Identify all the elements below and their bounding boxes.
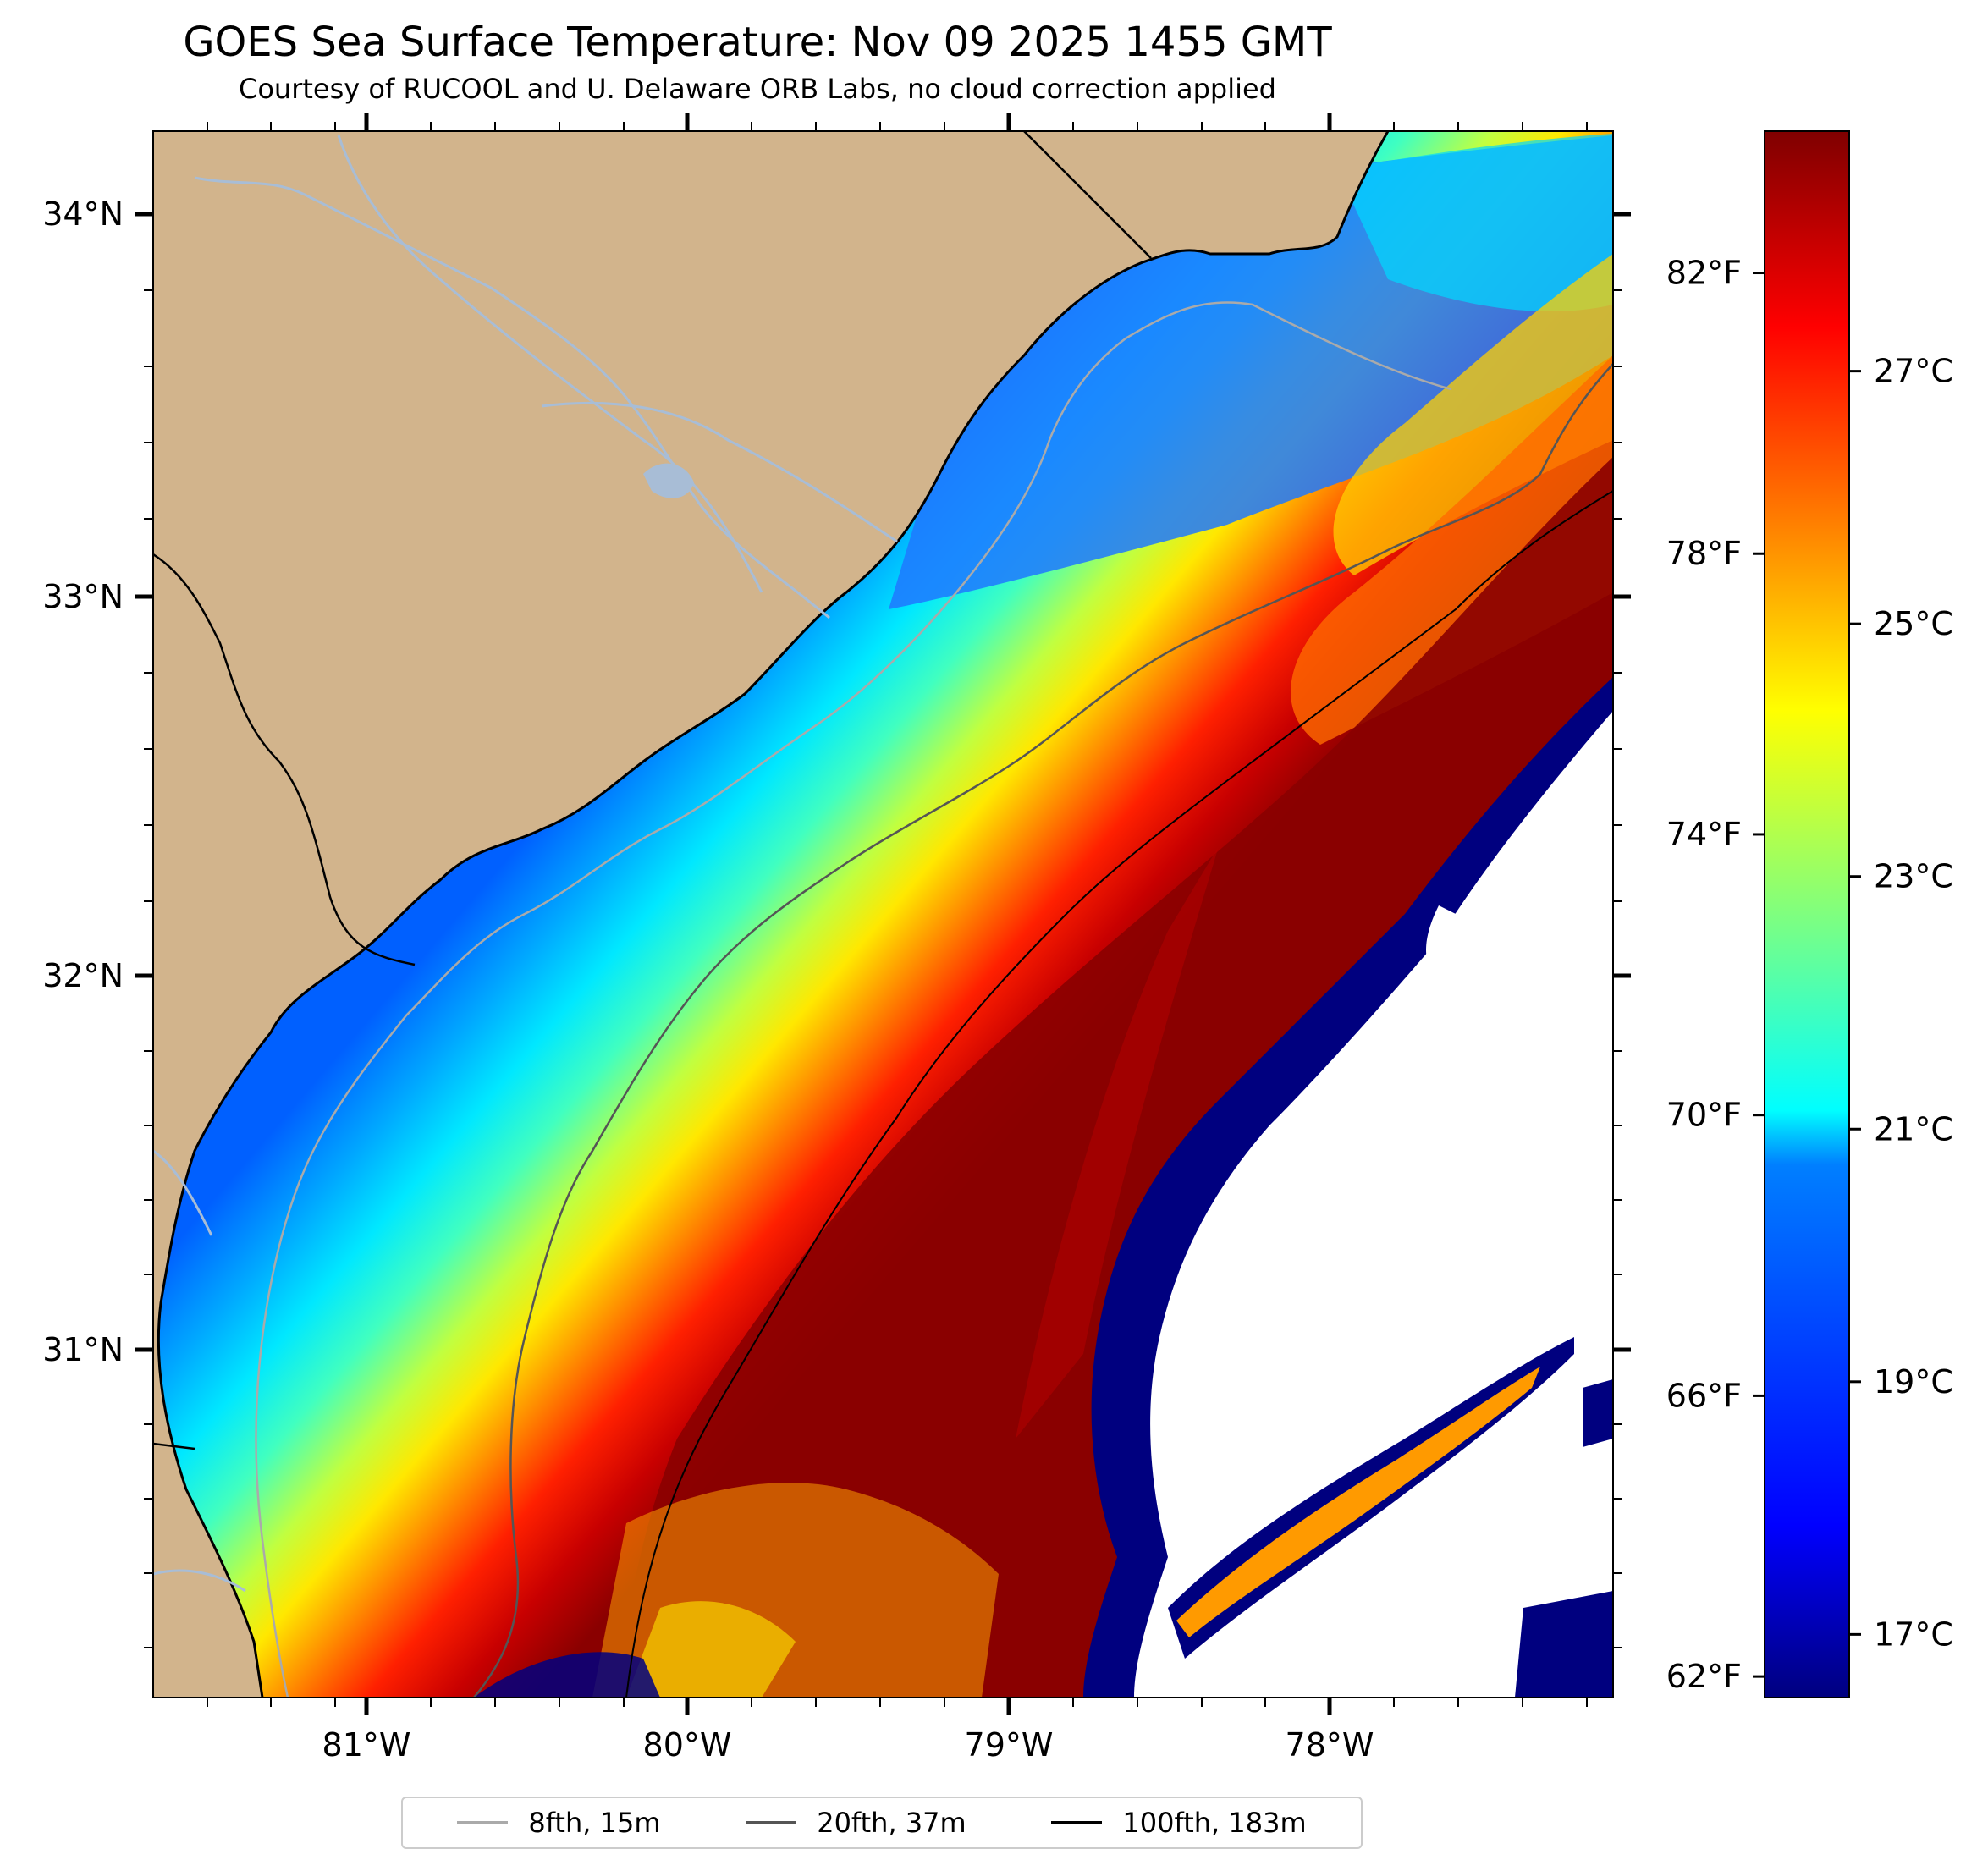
no-data-area: [1134, 711, 1613, 1698]
cold-patch-east: [1583, 1379, 1613, 1447]
contour-20fth: [473, 363, 1613, 1698]
orange-north-water: [1291, 355, 1613, 745]
colorbar-label-f: 70°F: [1666, 1097, 1742, 1134]
state-border-ga-sc: [153, 553, 416, 966]
no-data-hole: [1426, 905, 1459, 982]
colorbar-label-c: 17°C: [1874, 1615, 1953, 1653]
yellow-north-water: [1333, 254, 1613, 575]
coastline: [157, 131, 1390, 1698]
colorbar: [1764, 130, 1850, 1698]
colorbar-label-c: 21°C: [1874, 1110, 1953, 1147]
contour-8fth: [255, 301, 1452, 1698]
river: [153, 1569, 246, 1593]
cold-patch-se: [1515, 1591, 1613, 1698]
colorbar-label-f: 66°F: [1666, 1377, 1742, 1414]
lat-label-34: 34°N: [42, 195, 124, 233]
colorbar-label-f: 74°F: [1666, 816, 1742, 853]
legend-item-100fth: 100fth, 183m: [1051, 1807, 1307, 1839]
cloud-streak-orange: [1176, 1367, 1540, 1637]
lat-label-33: 33°N: [42, 578, 124, 615]
colorbar-label-c: 25°C: [1874, 605, 1953, 642]
legend-item-20fth: 20fth, 37m: [746, 1807, 966, 1839]
map-subtitle: Courtesy of RUCOOL and U. Delaware ORB L…: [239, 73, 1276, 105]
lon-label-78: 78°W: [1286, 1726, 1374, 1764]
land-mass: [153, 131, 1388, 1698]
legend-item-8fth: 8fth, 15m: [457, 1807, 660, 1839]
legend-label-8fth: 8fth, 15m: [528, 1807, 661, 1839]
lon-label-80: 80°W: [643, 1726, 732, 1764]
lon-label-79: 79°W: [965, 1726, 1054, 1764]
cyan-north-water: [1337, 134, 1613, 312]
river: [337, 135, 763, 593]
map-area: [153, 131, 1613, 1698]
lat-ticks: [135, 212, 1631, 1352]
lon-labels: 81°W 80°W 79°W 78°W: [322, 1726, 1374, 1764]
eddy-yellow-south: [626, 1601, 796, 1698]
legend-label-20fth: 20fth, 37m: [817, 1807, 966, 1839]
river: [153, 1149, 213, 1236]
lat-labels: 34°N 33°N 32°N 31°N: [42, 195, 124, 1368]
lon-ticks: [364, 113, 1332, 1715]
colorbar-label-c: 19°C: [1874, 1363, 1953, 1400]
colorbar-label-f: 78°F: [1666, 535, 1742, 572]
colorbar-label-f: 62°F: [1666, 1658, 1742, 1695]
lat-label-31: 31°N: [42, 1331, 124, 1368]
river: [541, 401, 898, 543]
cold-patch-south: [474, 1652, 660, 1698]
lat-label-32: 32°N: [42, 957, 124, 994]
colorbar-label-c: 23°C: [1874, 858, 1953, 895]
minor-ticks: [144, 122, 1622, 1707]
colorbar-label-f: 82°F: [1666, 255, 1742, 292]
contour-legend: 8fth, 15m 20fth, 37m 100fth, 183m: [401, 1797, 1363, 1849]
state-border-nc-sc: [1023, 131, 1152, 259]
gulf-stream-filament: [1016, 846, 1219, 1439]
state-border-fl-ga: [153, 1442, 195, 1450]
map-title: GOES Sea Surface Temperature: Nov 09 202…: [183, 19, 1332, 66]
lon-label-81: 81°W: [322, 1726, 411, 1764]
colorbar-ticks: 17°C 19°C 21°C 23°C 25°C 27°C 62°F 66°F 70°F 74°F…: [1666, 255, 1953, 1696]
legend-line-100fth: [1051, 1821, 1103, 1824]
legend-line-20fth: [746, 1821, 797, 1824]
contour-100fth: [625, 490, 1613, 1698]
colorbar-label-c: 27°C: [1874, 353, 1953, 390]
river: [194, 176, 830, 619]
map-frame: [152, 130, 1614, 1698]
legend-line-8fth: [457, 1821, 509, 1824]
lake: [643, 463, 694, 498]
legend-label-100fth: 100fth, 183m: [1122, 1807, 1307, 1839]
